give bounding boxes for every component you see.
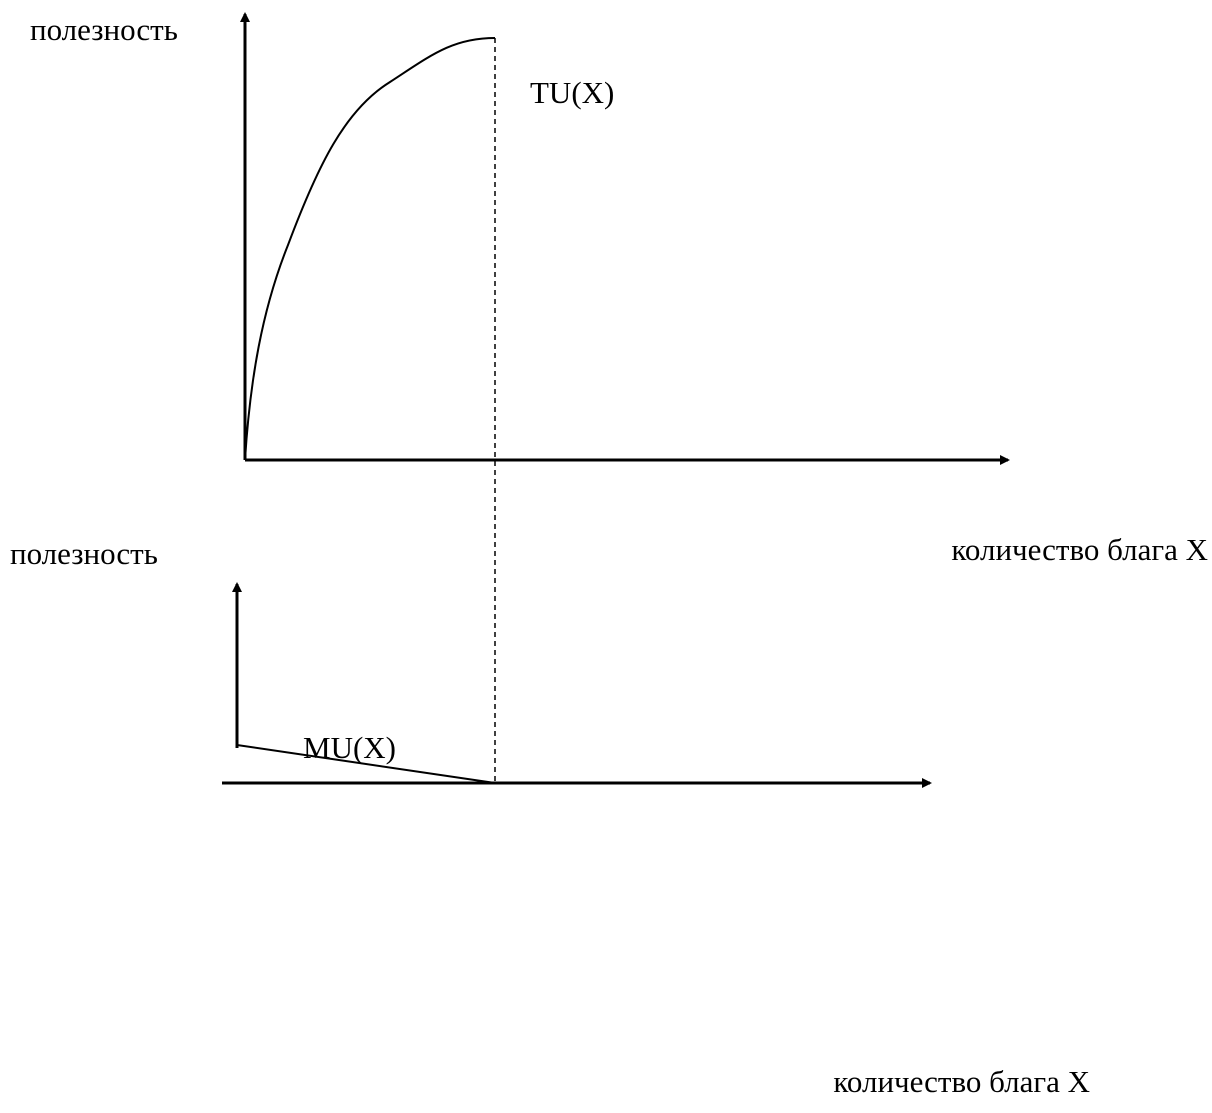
x-label: количество блага X [951, 532, 1208, 567]
y-label: полезность [30, 12, 178, 47]
tu-curve [244, 37, 496, 461]
x-label: количество блага X [833, 1064, 1090, 1099]
curve-label: MU(X) [303, 730, 396, 765]
mu-line [236, 744, 496, 784]
y-label: полезность [10, 536, 158, 571]
curve-label: TU(X) [530, 75, 614, 110]
